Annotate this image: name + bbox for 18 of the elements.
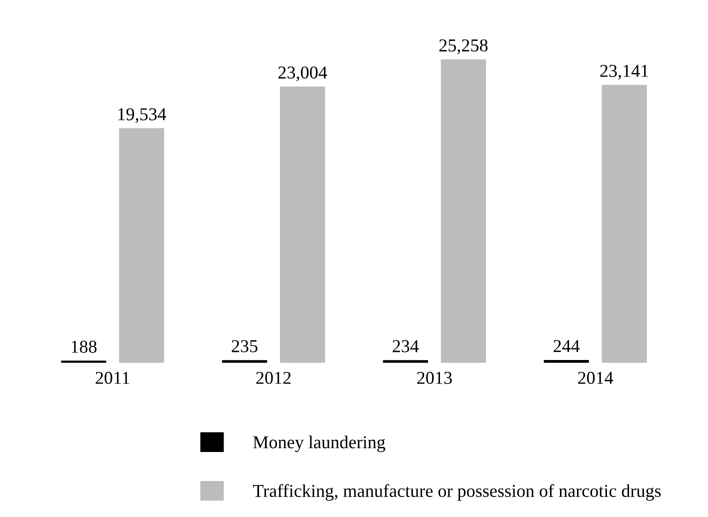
data-label: 188 [72, 340, 97, 353]
data-label: 234 [392, 340, 419, 352]
x-tick-label: 2013 [417, 372, 452, 384]
bar [280, 86, 326, 363]
bar [440, 59, 486, 363]
legend-label: Money laundering [253, 436, 386, 452]
bar [119, 128, 164, 363]
bar [602, 84, 647, 363]
legend-label: Trafficking, manufacture or possession of narcotic drugs [253, 484, 661, 501]
data-label: 23,141 [600, 64, 648, 80]
data-label: 235 [232, 340, 258, 352]
x-tick-label: 2011 [96, 372, 130, 384]
x-tick-label: 2012 [256, 372, 291, 384]
data-label: 244 [554, 340, 580, 352]
data-label: 25,258 [439, 39, 488, 54]
data-label: 23,004 [278, 66, 328, 82]
x-tick-label: 2014 [578, 372, 614, 384]
data-label: 19,534 [118, 108, 166, 123]
